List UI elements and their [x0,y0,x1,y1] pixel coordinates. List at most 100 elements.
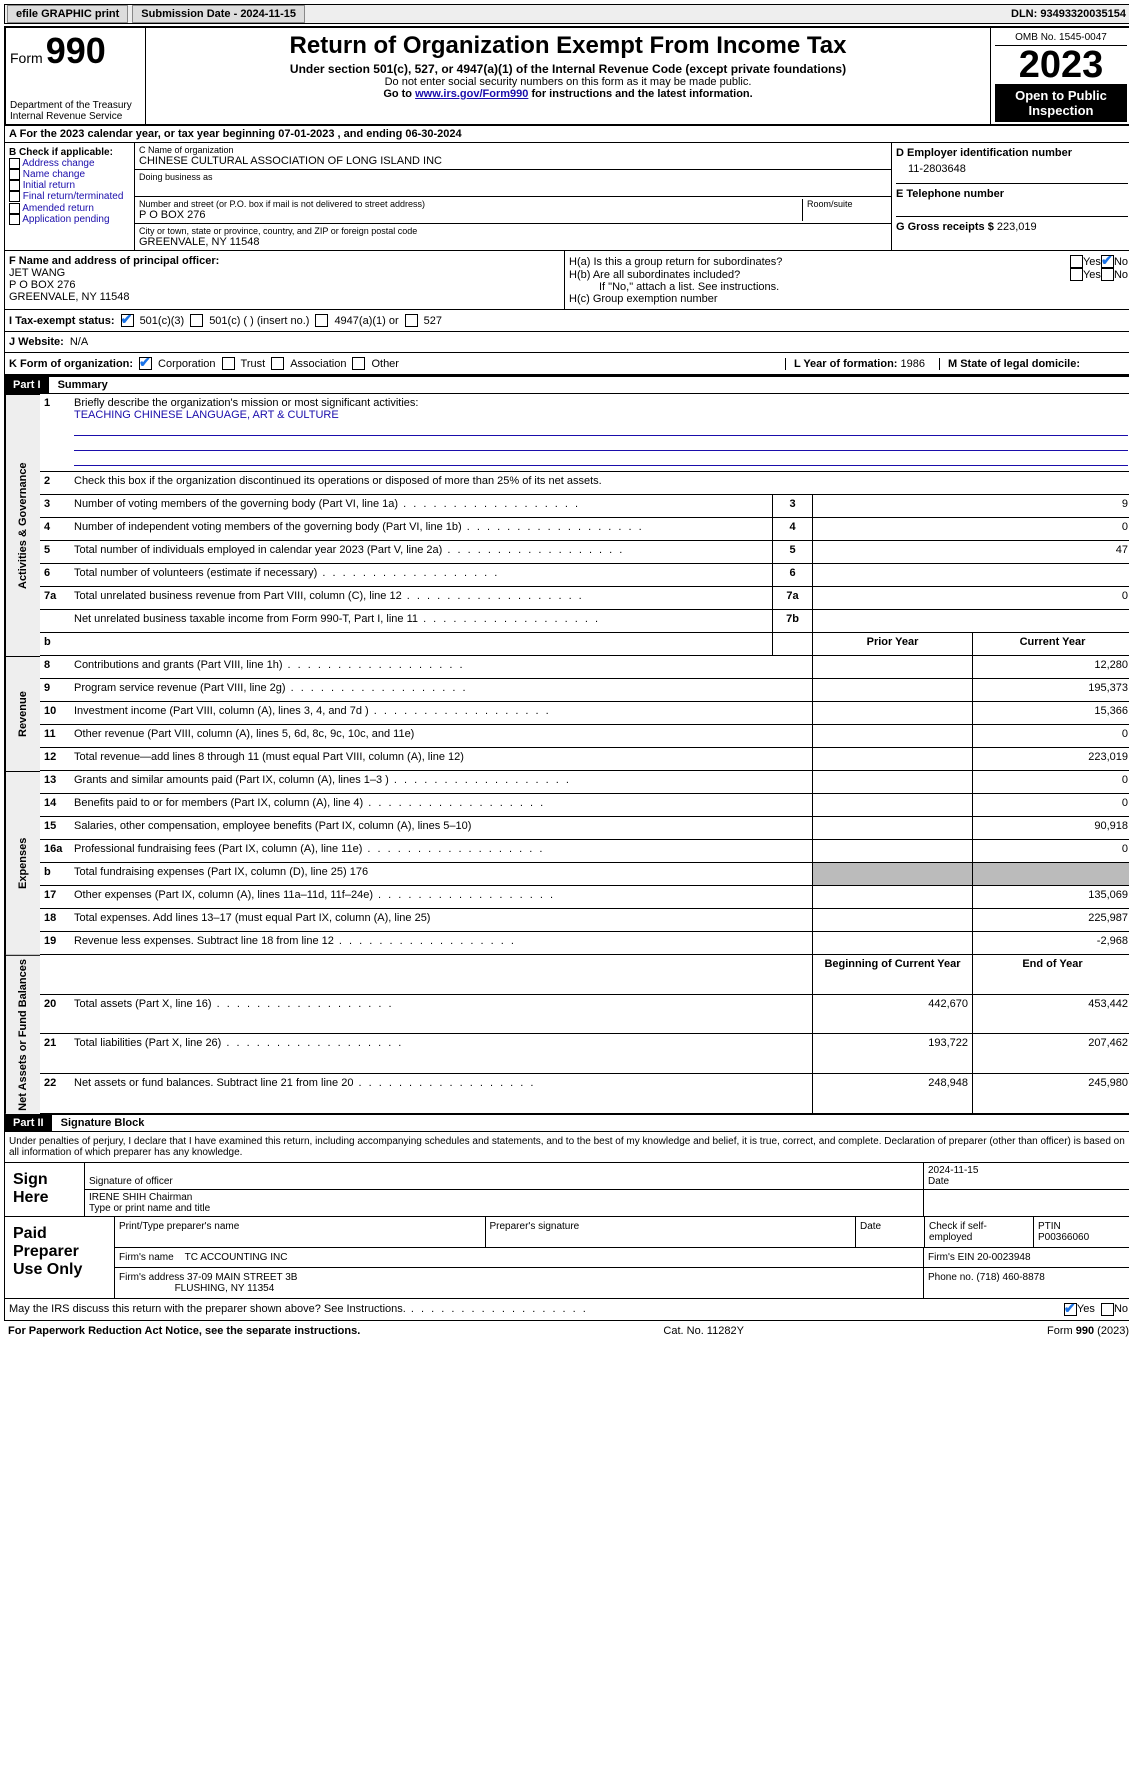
hb-lbl: H(b) Are all subordinates included? [569,269,1070,281]
org-city: GREENVALE, NY 11548 [139,236,887,248]
r15-c: 90,918 [972,817,1129,840]
row6-box: 6 [772,564,812,587]
firm-addr-lbl: Firm's address [119,1272,184,1283]
year-cell: OMB No. 1545-0047 2023 Open to Public In… [991,28,1129,124]
cb-other[interactable] [352,357,365,370]
r21-c: 207,462 [972,1034,1129,1074]
info-grid: B Check if applicable: Address change Na… [4,143,1129,251]
efile-button[interactable]: efile GRAPHIC print [7,5,128,23]
cb-4947[interactable] [315,314,328,327]
tax-year-range: For the 2023 calendar year, or tax year … [20,128,462,140]
r13-n: 13 [40,771,70,794]
row6-n: 6 [40,564,70,587]
r9-c: 195,373 [972,679,1129,702]
prep-date-lbl: Date [856,1217,925,1247]
r11-p [812,725,972,748]
row4-n: 4 [40,518,70,541]
ha-yes[interactable] [1070,255,1083,268]
gross-lbl: G Gross receipts $ [896,221,997,233]
submission-button[interactable]: Submission Date - 2024-11-15 [132,5,305,23]
firm-phone: (718) 460-8878 [976,1272,1044,1283]
form-subtitle: Under section 501(c), 527, or 4947(a)(1)… [150,62,986,76]
r16b-n: b [40,863,70,886]
r17-n: 17 [40,886,70,909]
form-title: Return of Organization Exempt From Incom… [150,32,986,60]
part2-name: Signature Block [61,1117,145,1129]
r18-n: 18 [40,909,70,932]
org-address: P O BOX 276 [139,209,798,221]
hc-lbl: H(c) Group exemption number [569,293,1128,305]
r9-p [812,679,972,702]
cb-corp[interactable] [139,357,152,370]
block-c: C Name of organization CHINESE CULTURAL … [135,143,892,250]
ha-no[interactable] [1101,255,1114,268]
r22-p: 248,948 [812,1074,972,1114]
sig-date: 2024-11-15 [928,1165,978,1176]
prior-year-hdr: Prior Year [812,633,972,656]
cb-trust[interactable] [222,357,235,370]
r10-c: 15,366 [972,702,1129,725]
preparer-grid: Paid Preparer Use Only Print/Type prepar… [4,1217,1129,1299]
row7a-d: Total unrelated business revenue from Pa… [70,587,772,610]
side-expenses: Expenses [5,771,40,955]
officer-addr2: GREENVALE, NY 11548 [9,291,560,303]
cb-501c3[interactable] [121,314,134,327]
cb-name-change[interactable]: Name change [9,169,130,180]
r16b-c [972,863,1129,886]
row6-v [812,564,1129,587]
cb-amended[interactable]: Amended return [9,203,130,214]
cb-527[interactable] [405,314,418,327]
dept-label: Department of the Treasury Internal Reve… [10,100,141,122]
dba-lbl: Doing business as [139,172,887,182]
row3-d: Number of voting members of the governin… [70,495,772,518]
r19-c: -2,968 [972,932,1129,955]
r22-n: 22 [40,1074,70,1114]
form-note1: Do not enter social security numbers on … [150,76,986,88]
cb-address-change[interactable]: Address change [9,158,130,169]
row4-d: Number of independent voting members of … [70,518,772,541]
r21-d: Total liabilities (Part X, line 26) [70,1034,812,1074]
discuss-row: May the IRS discuss this return with the… [4,1299,1129,1321]
line1-lbl: Briefly describe the organization's miss… [74,397,418,409]
r14-d: Benefits paid to or for members (Part IX… [70,794,812,817]
cb-final-return[interactable]: Final return/terminated [9,191,130,202]
side-revenue: Revenue [5,656,40,771]
firm-ein: 20-0023948 [977,1252,1030,1263]
year-formation-lbl: L Year of formation: [794,358,901,370]
row6-d: Total number of volunteers (estimate if … [70,564,772,587]
r8-d: Contributions and grants (Part VIII, lin… [70,656,812,679]
r15-n: 15 [40,817,70,840]
r18-c: 225,987 [972,909,1129,932]
discuss-yes[interactable] [1064,1303,1077,1316]
r15-p [812,817,972,840]
cb-assoc[interactable] [271,357,284,370]
row4-box: 4 [772,518,812,541]
r19-d: Revenue less expenses. Subtract line 18 … [70,932,812,955]
r11-d: Other revenue (Part VIII, column (A), li… [70,725,812,748]
r17-p [812,886,972,909]
row3-box: 3 [772,495,812,518]
r21-p: 193,722 [812,1034,972,1074]
block-b-title: B Check if applicable: [9,147,130,158]
hb-yes[interactable] [1070,268,1083,281]
irs-link[interactable]: www.irs.gov/Form990 [415,88,528,100]
r19-n: 19 [40,932,70,955]
open-inspection: Open to Public Inspection [995,84,1127,122]
discuss-no[interactable] [1101,1303,1114,1316]
cb-initial-return[interactable]: Initial return [9,180,130,191]
prep-name-lbl: Print/Type preparer's name [115,1217,486,1247]
cb-pending[interactable]: Application pending [9,214,130,225]
cb-501c[interactable] [190,314,203,327]
section-a: A For the 2023 calendar year, or tax yea… [4,126,1129,143]
r20-c: 453,442 [972,995,1129,1035]
hb-no[interactable] [1101,268,1114,281]
begin-year-hdr: Beginning of Current Year [812,955,972,995]
officer-addr1: P O BOX 276 [9,279,560,291]
r22-c: 245,980 [972,1074,1129,1114]
title-cell: Return of Organization Exempt From Incom… [146,28,991,124]
r16b-d: Total fundraising expenses (Part IX, col… [70,863,812,886]
firm-addr1: 37-09 MAIN STREET 3B [187,1272,297,1283]
website-lbl: J Website: [9,336,64,348]
firm-addr2: FLUSHING, NY 11354 [175,1283,275,1294]
ptin-value: P00366060 [1038,1232,1089,1243]
